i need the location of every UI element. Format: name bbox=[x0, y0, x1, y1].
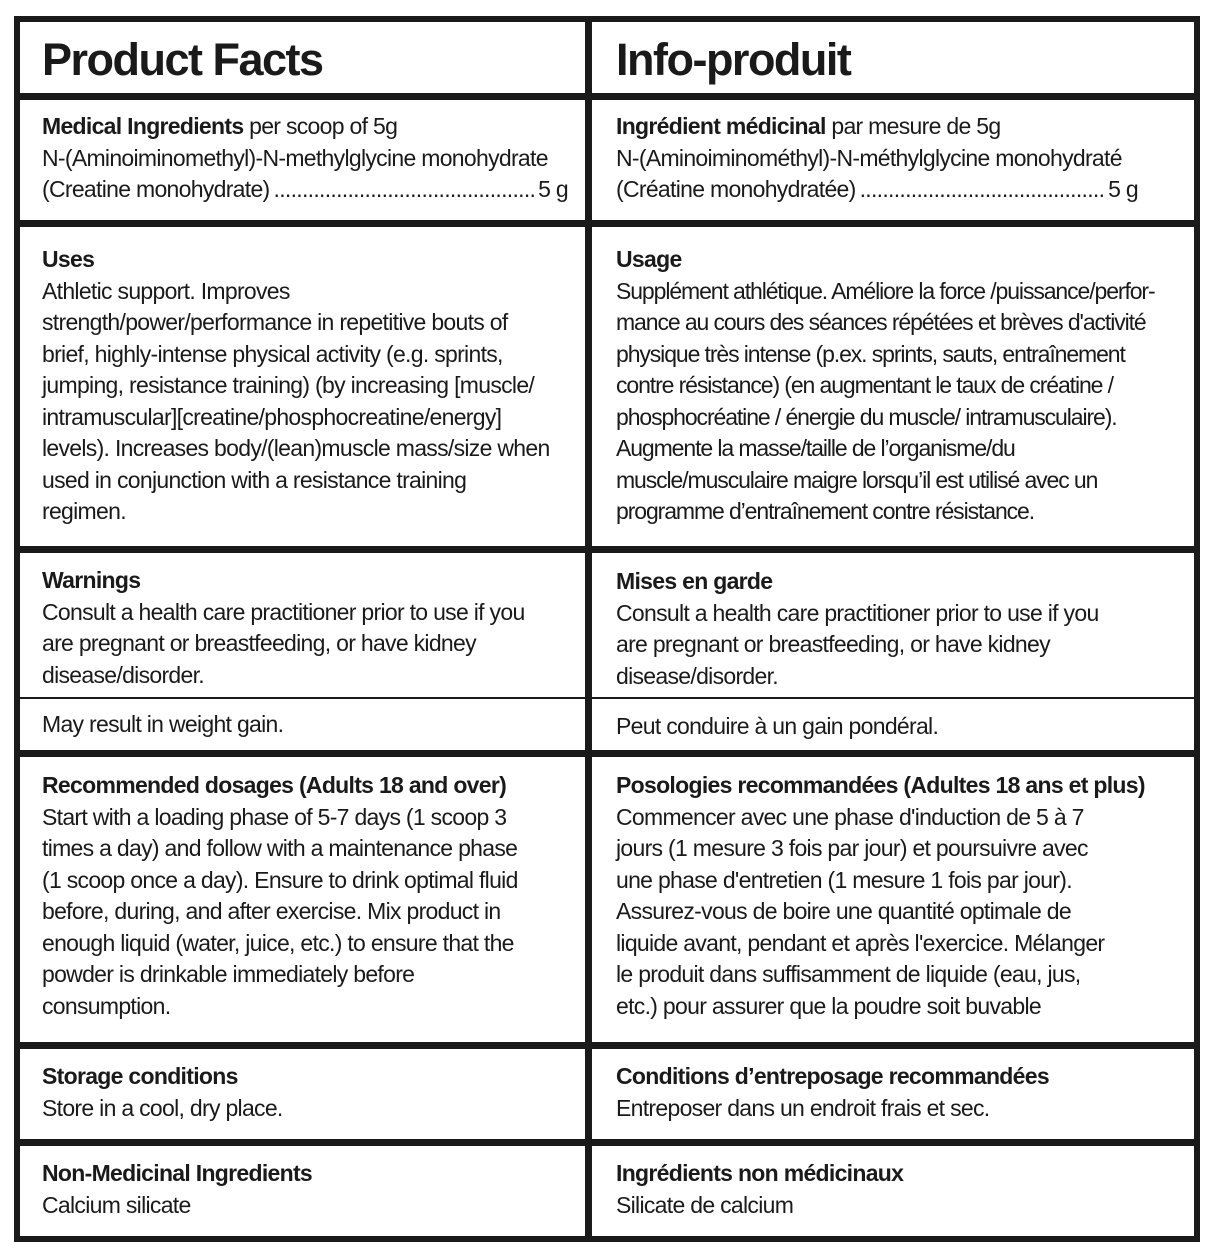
text-line: Augmente la masse/taille de l’organisme/… bbox=[616, 435, 1016, 461]
text-line: contre résistance) (en augmentant le tau… bbox=[616, 372, 1114, 398]
ingredient-amount: 5 g bbox=[1108, 176, 1139, 202]
text-line: levels). Increases body/(lean)muscle mas… bbox=[42, 435, 550, 461]
text-line: etc.) pour assurer que la poudre soit bu… bbox=[616, 992, 1042, 1019]
section-heading: Recommended dosages (Adults 18 and over) bbox=[42, 772, 507, 798]
divider bbox=[14, 546, 1200, 553]
section-heading: Non-Medicinal Ingredients bbox=[42, 1160, 313, 1186]
text-line: muscle/musculaire maigre lorsqu’il est u… bbox=[616, 466, 1098, 493]
uses-english: Uses Athletic support. Improves strength… bbox=[42, 244, 568, 528]
text-line: used in conjunction with a resistance tr… bbox=[42, 466, 467, 493]
warnings-french: Mises en garde Consult a health care pra… bbox=[616, 566, 1176, 692]
text-line: programme d’entraînement contre résistan… bbox=[616, 498, 1035, 524]
ingredient-chemical-name: N-(Aminoiminomethyl)-N-methylglycine mon… bbox=[42, 144, 548, 171]
text-line: le produit dans suffisamment de liquide … bbox=[616, 961, 1081, 987]
ingredient-name: (Creatine monohydrate) bbox=[42, 176, 270, 202]
medicinal-ingredients-english: Medical Ingredients per scoop of 5g N-(A… bbox=[42, 111, 569, 206]
divider bbox=[14, 1139, 1200, 1146]
divider bbox=[14, 93, 1200, 100]
section-heading: Ingrédient médicinal bbox=[616, 113, 826, 139]
non-medicinal-french: Ingrédients non médicinaux Silicate de c… bbox=[616, 1158, 1176, 1221]
storage-english: Storage conditions Store in a cool, dry … bbox=[42, 1061, 568, 1124]
text-line: intramuscular][creatine/phosphocreatine/… bbox=[42, 403, 502, 430]
text-line: powder is drinkable immediately before bbox=[42, 961, 415, 987]
text-line: Assurez-vous de boire une quantité optim… bbox=[616, 898, 1072, 924]
text-line: Consult a health care practitioner prior… bbox=[616, 599, 1099, 626]
text-line: strength/power/performance in repetitive… bbox=[42, 309, 508, 335]
ingredient-chemical-name: N-(Aminoiminométhyl)-N-méthylglycine mon… bbox=[616, 144, 1122, 171]
section-heading: Posologies recommandées (Adultes 18 ans … bbox=[616, 772, 1145, 798]
weight-gain-warning-english: May result in weight gain. bbox=[42, 711, 284, 737]
text-line: une phase d'entretien (1 mesure 1 fois p… bbox=[616, 866, 1073, 893]
divider-thin bbox=[14, 697, 1200, 699]
ingredient-row: (Creatine monohydrate)..................… bbox=[42, 174, 569, 206]
column-divider bbox=[585, 16, 592, 1242]
non-medicinal-english: Non-Medicinal Ingredients Calcium silica… bbox=[42, 1158, 568, 1221]
text-line: Supplément athlétique. Améliore la force… bbox=[616, 277, 1156, 304]
ingredient-row: (Créatine monohydratée) ................… bbox=[616, 174, 1139, 206]
ingredient-amount: 5 g bbox=[538, 176, 569, 202]
text-line: Start with a loading phase of 5-7 days (… bbox=[42, 803, 507, 830]
divider bbox=[14, 1042, 1200, 1049]
text-line: consumption. bbox=[42, 992, 171, 1019]
section-heading: Mises en garde bbox=[616, 568, 773, 594]
text-line: Calcium silicate bbox=[42, 1191, 191, 1218]
leader-dots: ........................................… bbox=[273, 176, 535, 202]
text-line: mance au cours des séances répétées et b… bbox=[616, 309, 1147, 335]
warnings-english: Warnings Consult a health care practitio… bbox=[42, 565, 568, 691]
text-line: jours (1 mesure 3 fois par jour) et pour… bbox=[616, 835, 1088, 861]
text-line: are pregnant or breastfeeding, or have k… bbox=[616, 631, 1051, 657]
text-line: before, during, and after exercise. Mix … bbox=[42, 898, 501, 924]
section-heading: Usage bbox=[616, 246, 682, 272]
title-english: Product Facts bbox=[42, 34, 324, 85]
text-line: Athletic support. Improves bbox=[42, 277, 290, 304]
text-line: brief, highly-intense physical activity … bbox=[42, 340, 503, 367]
text-line: disease/disorder. bbox=[616, 662, 779, 689]
section-heading: Storage conditions bbox=[42, 1063, 238, 1089]
section-heading: Conditions d’entreposage recommandées bbox=[616, 1063, 1050, 1089]
section-heading: Ingrédients non médicinaux bbox=[616, 1160, 904, 1186]
ingredient-name: (Créatine monohydratée) bbox=[616, 176, 856, 202]
text-line: Entreposer dans un endroit frais et sec. bbox=[616, 1094, 990, 1121]
dosage-french: Posologies recommandées (Adultes 18 ans … bbox=[616, 770, 1176, 1022]
text-line: Silicate de calcium bbox=[616, 1191, 794, 1218]
title-french: Info-produit bbox=[616, 34, 852, 85]
dosage-english: Recommended dosages (Adults 18 and over)… bbox=[42, 770, 568, 1022]
text-line: times a day) and follow with a maintenan… bbox=[42, 835, 518, 861]
text-line: Commencer avec une phase d'induction de … bbox=[616, 803, 1084, 830]
text-line: regimen. bbox=[42, 498, 127, 524]
storage-french: Conditions d’entreposage recommandées En… bbox=[616, 1061, 1176, 1124]
text-line: disease/disorder. bbox=[42, 661, 205, 688]
uses-french: Usage Supplément athlétique. Améliore la… bbox=[616, 244, 1176, 528]
text-line: Consult a health care practitioner prior… bbox=[42, 598, 525, 625]
text-line: enough liquid (water, juice, etc.) to en… bbox=[42, 929, 514, 956]
section-heading: Uses bbox=[42, 246, 95, 272]
medicinal-ingredients-french: Ingrédient médicinal par mesure de 5g N-… bbox=[616, 111, 1139, 206]
text-line: Store in a cool, dry place. bbox=[42, 1094, 283, 1121]
leader-dots: ........................................… bbox=[859, 176, 1105, 202]
divider bbox=[14, 750, 1200, 757]
section-heading: Warnings bbox=[42, 567, 141, 593]
text-line: liquide avant, pendant et après l'exerci… bbox=[616, 929, 1105, 956]
heading-suffix: par mesure de 5g bbox=[825, 113, 1001, 139]
section-heading: Medical Ingredients bbox=[42, 113, 244, 139]
text-line: jumping, resistance training) (by increa… bbox=[42, 372, 535, 398]
text-line: physique très intense (p.ex. sprints, sa… bbox=[616, 340, 1126, 367]
divider bbox=[14, 220, 1200, 227]
label-frame bbox=[14, 16, 1200, 1242]
weight-gain-warning-french: Peut conduire à un gain pondéral. bbox=[616, 713, 939, 739]
text-line: (1 scoop once a day). Ensure to drink op… bbox=[42, 866, 518, 893]
text-line: phosphocréatine / énergie du muscle/ int… bbox=[616, 403, 1118, 430]
text-line: are pregnant or breastfeeding, or have k… bbox=[42, 630, 477, 656]
heading-suffix: per scoop of 5g bbox=[243, 113, 398, 139]
